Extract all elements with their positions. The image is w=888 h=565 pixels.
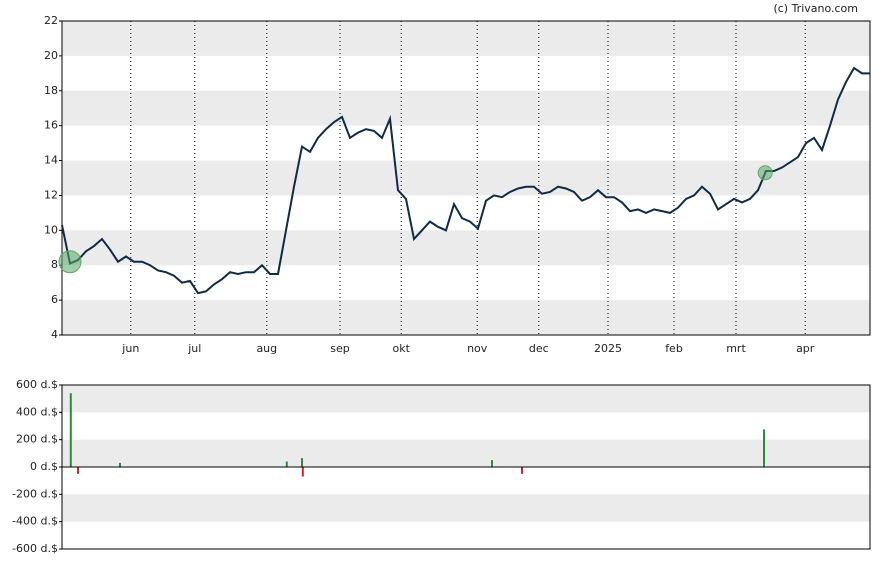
y-tick-label: 200 d.$ bbox=[16, 433, 58, 446]
y-tick-label: 10 bbox=[44, 223, 58, 236]
x-tick-label: aug bbox=[256, 342, 277, 355]
x-tick-label: 2025 bbox=[594, 342, 622, 355]
y-tick-label: 0 d.$ bbox=[30, 460, 58, 473]
band bbox=[62, 160, 870, 196]
bar bbox=[521, 467, 523, 474]
y-tick-label: 600 d.$ bbox=[16, 378, 58, 391]
band bbox=[62, 439, 870, 467]
x-tick-label: nov bbox=[467, 342, 488, 355]
bar bbox=[301, 458, 303, 467]
bar bbox=[491, 460, 493, 467]
y-tick-label: 18 bbox=[44, 84, 58, 97]
x-tick-label: mrt bbox=[726, 342, 746, 355]
x-tick-label: apr bbox=[796, 342, 815, 355]
band bbox=[62, 300, 870, 335]
x-tick-label: sep bbox=[330, 342, 349, 355]
y-tick-label: 4 bbox=[51, 328, 58, 341]
x-tick-label: feb bbox=[665, 342, 683, 355]
y-tick-label: -600 d.$ bbox=[12, 542, 58, 555]
y-tick-label: 14 bbox=[44, 154, 58, 167]
bar bbox=[119, 462, 121, 467]
x-tick-label: jun bbox=[121, 342, 139, 355]
band bbox=[62, 230, 870, 266]
marker bbox=[58, 250, 82, 274]
y-tick-label: -400 d.$ bbox=[12, 515, 58, 528]
price-line bbox=[61, 66, 870, 295]
y-tick-label: 16 bbox=[44, 119, 58, 132]
x-tick-label: okt bbox=[392, 342, 410, 355]
y-tick-label: 12 bbox=[44, 188, 58, 201]
band bbox=[62, 90, 870, 126]
y-tick-label: 400 d.$ bbox=[16, 405, 58, 418]
bar bbox=[301, 467, 304, 477]
bar bbox=[285, 461, 288, 467]
plot-frame bbox=[61, 20, 871, 336]
y-tick-label: -200 d.$ bbox=[12, 487, 58, 500]
y-tick-label: 6 bbox=[51, 293, 58, 306]
source: (c) Trivano.com bbox=[773, 2, 858, 15]
y-tick-label: 20 bbox=[44, 49, 58, 62]
x-tick-label: jul bbox=[187, 342, 201, 355]
bar bbox=[69, 393, 72, 467]
y-tick-label: 22 bbox=[44, 14, 58, 27]
band bbox=[62, 494, 870, 522]
band bbox=[62, 385, 870, 413]
y-tick-label: 8 bbox=[51, 258, 58, 271]
band bbox=[62, 21, 870, 56]
x-tick-label: dec bbox=[529, 342, 549, 355]
marker bbox=[757, 165, 773, 181]
bar bbox=[763, 429, 765, 467]
bar bbox=[77, 467, 79, 474]
